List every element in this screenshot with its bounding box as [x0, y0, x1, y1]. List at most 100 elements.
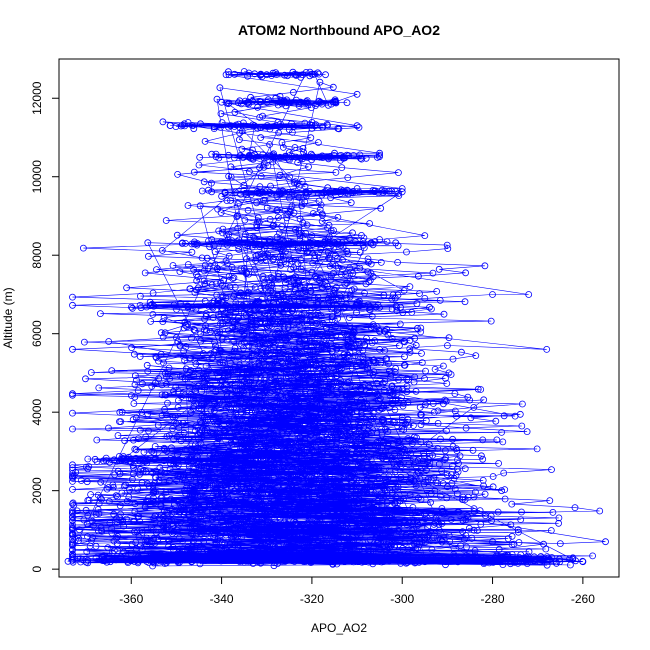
data-point	[205, 302, 213, 310]
data-point	[370, 368, 378, 375]
data-point	[210, 241, 218, 249]
data-point	[144, 494, 152, 502]
data-point	[379, 416, 387, 424]
data-point	[290, 179, 298, 187]
data-point	[224, 239, 232, 247]
data-point	[273, 394, 281, 402]
data-point	[380, 542, 388, 550]
data-point	[200, 277, 208, 285]
data-point	[392, 551, 400, 559]
data-point	[322, 71, 329, 79]
data-point	[308, 467, 316, 475]
data-point	[387, 541, 395, 549]
data-point	[533, 445, 541, 453]
data-point	[430, 408, 438, 416]
data-point	[318, 152, 326, 160]
data-point	[248, 442, 256, 450]
data-point	[337, 189, 345, 197]
data-point	[407, 474, 415, 482]
data-point	[309, 361, 317, 369]
data-point	[333, 453, 341, 461]
data-point	[186, 285, 194, 293]
data-point	[329, 313, 336, 321]
data-point	[445, 369, 453, 377]
data-point	[161, 560, 169, 567]
data-point	[556, 555, 563, 563]
data-point	[305, 163, 312, 171]
data-point	[333, 302, 341, 310]
data-point	[443, 557, 451, 564]
data-point	[234, 99, 242, 107]
data-point	[235, 499, 243, 507]
data-point	[183, 479, 191, 487]
data-point	[325, 363, 333, 371]
data-point	[318, 191, 326, 199]
data-point	[197, 330, 205, 338]
data-point	[271, 342, 279, 350]
data-point	[395, 386, 403, 394]
data-point	[438, 508, 446, 516]
data-point	[343, 462, 351, 470]
data-point	[489, 473, 497, 480]
data-point	[150, 494, 157, 502]
data-point	[161, 405, 169, 413]
data-point	[382, 355, 390, 363]
data-point	[321, 187, 329, 195]
data-point	[277, 120, 284, 128]
data-point	[274, 213, 282, 221]
data-point	[497, 554, 505, 562]
data-point	[325, 544, 333, 552]
data-point	[324, 282, 332, 290]
data-point	[92, 511, 100, 518]
data-point	[191, 327, 199, 335]
data-point	[340, 351, 348, 359]
data-point	[177, 437, 185, 445]
data-point	[344, 174, 352, 182]
data-point	[337, 552, 345, 560]
data-point	[144, 252, 152, 260]
data-point	[288, 382, 296, 389]
data-point	[285, 356, 293, 364]
data-point	[241, 395, 249, 403]
data-point	[291, 273, 299, 281]
data-point	[434, 517, 442, 525]
data-point	[252, 320, 260, 327]
data-point	[132, 446, 140, 454]
data-point	[243, 255, 251, 263]
data-point	[331, 353, 339, 361]
data-point	[480, 482, 487, 490]
data-point	[262, 511, 270, 518]
data-point	[93, 436, 101, 444]
data-point	[357, 527, 365, 535]
data-point	[251, 150, 258, 158]
data-point	[489, 483, 497, 491]
data-point	[342, 504, 350, 511]
data-point	[163, 433, 171, 440]
data-point	[144, 367, 152, 375]
data-point	[341, 449, 349, 457]
data-point	[349, 539, 357, 547]
data-point	[429, 451, 437, 459]
data-point	[195, 461, 203, 469]
data-point	[332, 168, 340, 176]
data-point	[118, 456, 126, 464]
data-point	[157, 468, 165, 476]
data-point	[365, 542, 372, 550]
data-point	[276, 153, 284, 161]
data-point	[344, 431, 352, 439]
data-point	[100, 457, 107, 465]
data-point	[285, 126, 293, 134]
data-point	[242, 396, 250, 404]
data-point	[206, 452, 214, 460]
data-point	[272, 531, 280, 539]
data-point	[128, 304, 136, 312]
data-point	[359, 238, 367, 245]
data-point	[293, 446, 301, 454]
data-point	[285, 188, 293, 196]
data-point	[464, 513, 472, 521]
data-point	[338, 498, 346, 506]
data-point	[380, 467, 388, 475]
data-point	[384, 439, 392, 446]
data-point	[69, 555, 77, 562]
data-point	[525, 291, 533, 298]
